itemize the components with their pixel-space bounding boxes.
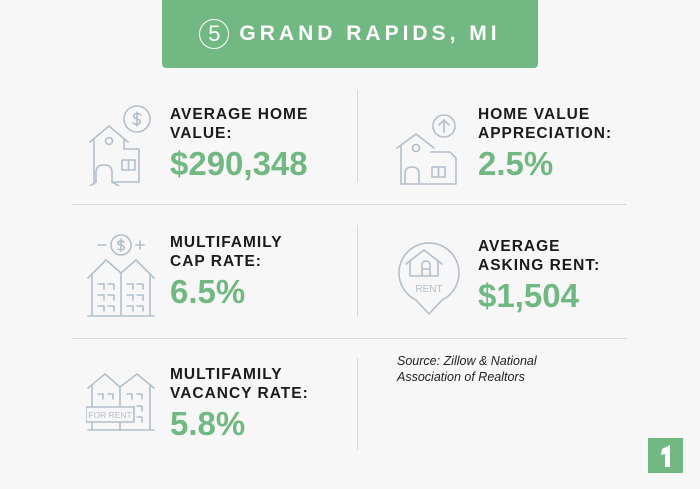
stat-average-home-value: AVERAGE HOME VALUE: $290,348 (86, 104, 309, 186)
stat-value: $290,348 (170, 145, 308, 182)
stat-label: VALUE: (170, 125, 233, 142)
stat-value: 2.5% (478, 145, 554, 182)
stat-home-value-appreciation: HOME VALUE APPRECIATION: 2.5% (394, 104, 613, 185)
divider-row-2 (72, 338, 627, 339)
stat-label: APPRECIATION: (478, 125, 613, 142)
source-note: Source: Zillow & National Association of… (397, 353, 577, 385)
divider-col-2 (357, 225, 358, 317)
stat-label: HOME VALUE (478, 106, 591, 123)
stat-value: 5.8% (170, 405, 246, 442)
svg-text:FOR RENT: FOR RENT (88, 410, 131, 420)
svg-text:RENT: RENT (415, 284, 442, 295)
city-title: GRAND RAPIDS, MI (239, 22, 501, 45)
stat-multifamily-cap-rate: MULTIFAMILY CAP RATE: 6.5% (86, 232, 283, 317)
house-dollar-icon (86, 104, 156, 186)
brand-logo (648, 438, 683, 473)
title-banner: 5 GRAND RAPIDS, MI (162, 0, 538, 68)
for-rent-building-icon: FOR RENT (86, 364, 156, 444)
multifamily-dollar-icon (86, 232, 156, 317)
rank-badge: 5 (199, 19, 230, 49)
stat-label: CAP RATE: (170, 253, 262, 270)
rent-pin-icon: RENT (394, 236, 464, 316)
divider-col-1 (357, 90, 358, 182)
stat-value: 6.5% (170, 273, 246, 310)
house-arrow-up-icon (394, 104, 464, 185)
stat-label: AVERAGE (478, 238, 561, 255)
source-line-2: Association of Realtors (397, 370, 525, 384)
stat-label: ASKING RENT: (478, 257, 601, 274)
source-line-1: Source: Zillow & National (397, 354, 537, 368)
stat-label: MULTIFAMILY (170, 234, 283, 251)
stat-value: $1,504 (478, 277, 579, 314)
divider-row-1 (72, 204, 627, 205)
stat-average-asking-rent: RENT AVERAGE ASKING RENT: $1,504 (394, 236, 600, 316)
stat-label: VACANCY RATE: (170, 385, 309, 402)
logo-mark-icon (660, 444, 670, 467)
stat-label: MULTIFAMILY (170, 366, 283, 383)
stat-multifamily-vacancy-rate: FOR RENT MULTIFAMILY VACANCY RATE: 5.8% (86, 364, 309, 444)
stat-label: AVERAGE HOME (170, 106, 309, 123)
divider-col-3 (357, 358, 358, 450)
